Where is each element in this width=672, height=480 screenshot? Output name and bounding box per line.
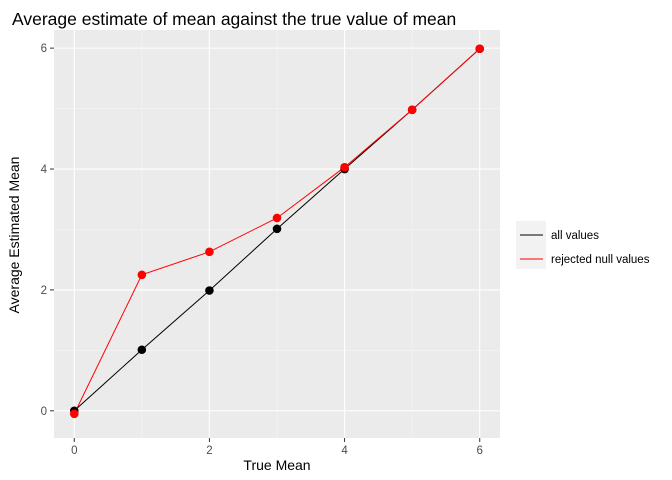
legend: all values rejected null values	[516, 221, 650, 269]
legend-key-background	[516, 221, 546, 269]
y-axis-label: Average Estimated Mean	[6, 157, 22, 314]
data-point-series-0	[205, 286, 214, 295]
data-point-series-1	[69, 409, 79, 419]
y-tick-label: 0	[41, 406, 47, 418]
data-point-series-0	[137, 345, 147, 355]
data-point-series-1	[137, 270, 147, 280]
data-point-series-1	[272, 213, 282, 223]
x-tick-label: 4	[341, 445, 348, 457]
data-point-series-0	[272, 224, 282, 234]
data-point-series-1	[475, 44, 485, 54]
grid	[54, 30, 500, 438]
y-tick-label: 4	[41, 164, 48, 176]
legend-label-0: all values	[551, 230, 599, 242]
data-point-series-1	[340, 162, 349, 172]
y-tick-label: 6	[41, 43, 47, 55]
x-tick-label: 6	[477, 445, 483, 457]
data-point-series-1	[407, 105, 417, 115]
chart-title: Average estimate of mean against the tru…	[12, 9, 456, 29]
legend-label-1: rejected null values	[551, 254, 650, 266]
series-group	[69, 44, 485, 419]
data-point-series-1	[205, 247, 214, 257]
axes: 0 2 4 6 0 2 4 6	[41, 43, 483, 457]
x-tick-label: 0	[71, 445, 77, 457]
y-tick-label: 2	[41, 285, 47, 297]
x-tick-label: 2	[206, 445, 212, 457]
x-axis-label: True Mean	[243, 457, 310, 473]
